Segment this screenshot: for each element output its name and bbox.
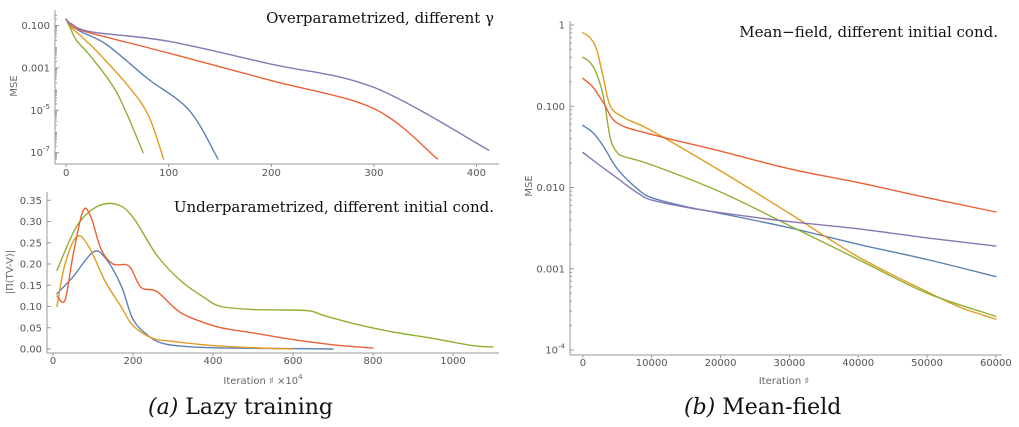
y-tick-label: 1	[559, 21, 565, 32]
series-line-orange	[56, 235, 294, 350]
x-tick-label: 60000	[980, 358, 1012, 369]
x-tick-label: 400	[467, 168, 486, 179]
y-axis-label: |Π(TV-V)|	[5, 250, 16, 294]
series-line-green	[582, 56, 997, 317]
x-tick-label: 1000	[440, 356, 465, 367]
x-tick-label: 400	[203, 356, 222, 367]
series-line-red	[65, 18, 439, 160]
caption-b: (b) Mean-field	[684, 395, 841, 420]
series-line-red	[56, 207, 374, 349]
series-line-green	[56, 202, 494, 348]
series-line-purple	[582, 151, 997, 247]
y-tick-label: 0.00	[20, 345, 42, 356]
x-tick-label: 40000	[842, 358, 874, 369]
plot-title: Overparametrized, different γ	[266, 9, 494, 27]
plot-title: Underparametrized, different initial con…	[174, 198, 494, 216]
y-tick-label: 10-7	[30, 145, 50, 159]
x-tick-label: 800	[363, 356, 382, 367]
plot-title: Mean−field, different initial cond.	[739, 23, 998, 41]
series-line-blue	[582, 124, 997, 278]
series-line-orange	[65, 18, 165, 160]
x-axis-label: Iteration ♯	[759, 376, 809, 387]
series-line-green	[65, 18, 144, 154]
series-line-red	[582, 77, 997, 213]
caption-b-text: Mean-field	[715, 395, 841, 420]
x-tick-label: 20000	[705, 358, 737, 369]
y-tick-label: 0.05	[20, 323, 42, 334]
caption-a-prefix: (a)	[148, 395, 178, 420]
x-axis-label: Iteration ♯ ×104	[223, 373, 303, 387]
x-tick-label: 0	[50, 356, 56, 367]
x-tick-label: 100	[159, 168, 178, 179]
y-tick-label: 0.10	[20, 302, 42, 313]
x-tick-label: 600	[283, 356, 302, 367]
chart-underparametrized: 0 200 400 600 800 1000 0.00 0.05 0.10 0.15 0.20 0.2…	[5, 192, 499, 387]
y-tick-label: 0.001	[21, 63, 50, 74]
chart-mean-field: 0 10000 20000 30000 40000 50000 60000 1 0.100 0.0…	[524, 21, 1012, 388]
x-tick-label: 0	[63, 168, 69, 179]
caption-a-text: Lazy training	[178, 395, 333, 420]
y-tick-label: 0.30	[20, 217, 42, 228]
y-tick-label: 0.25	[20, 238, 42, 249]
x-tick-label: 0	[580, 358, 586, 369]
y-tick-label: 10-4	[545, 343, 565, 357]
y-tick-label: 0.20	[20, 260, 42, 271]
y-tick-label: 0.100	[536, 102, 565, 113]
series-line-orange	[582, 32, 997, 320]
caption-a: (a) Lazy training	[148, 395, 333, 420]
x-tick-label: 300	[364, 168, 383, 179]
x-tick-label: 200	[262, 168, 281, 179]
caption-b-prefix: (b)	[684, 395, 715, 420]
y-tick-label: 0.35	[20, 196, 42, 207]
series-line-purple	[65, 18, 490, 151]
y-tick-label: 0.010	[536, 183, 565, 194]
chart-overparametrized: 0 100 200 300 400 0.100 0.001 10-5 10-7 Overparam…	[9, 9, 499, 179]
x-tick-label: 200	[123, 356, 142, 367]
y-axis-label: MSE	[9, 75, 20, 96]
y-tick-label: 0.100	[21, 21, 50, 32]
x-tick-label: 30000	[773, 358, 805, 369]
x-tick-label: 10000	[636, 358, 668, 369]
y-tick-label: 0.15	[20, 281, 42, 292]
x-tick-label: 50000	[911, 358, 943, 369]
y-tick-label: 10-5	[30, 103, 50, 117]
series-line-blue	[65, 18, 219, 160]
y-axis-label: MSE	[524, 175, 535, 196]
y-tick-label: 0.001	[536, 264, 565, 275]
